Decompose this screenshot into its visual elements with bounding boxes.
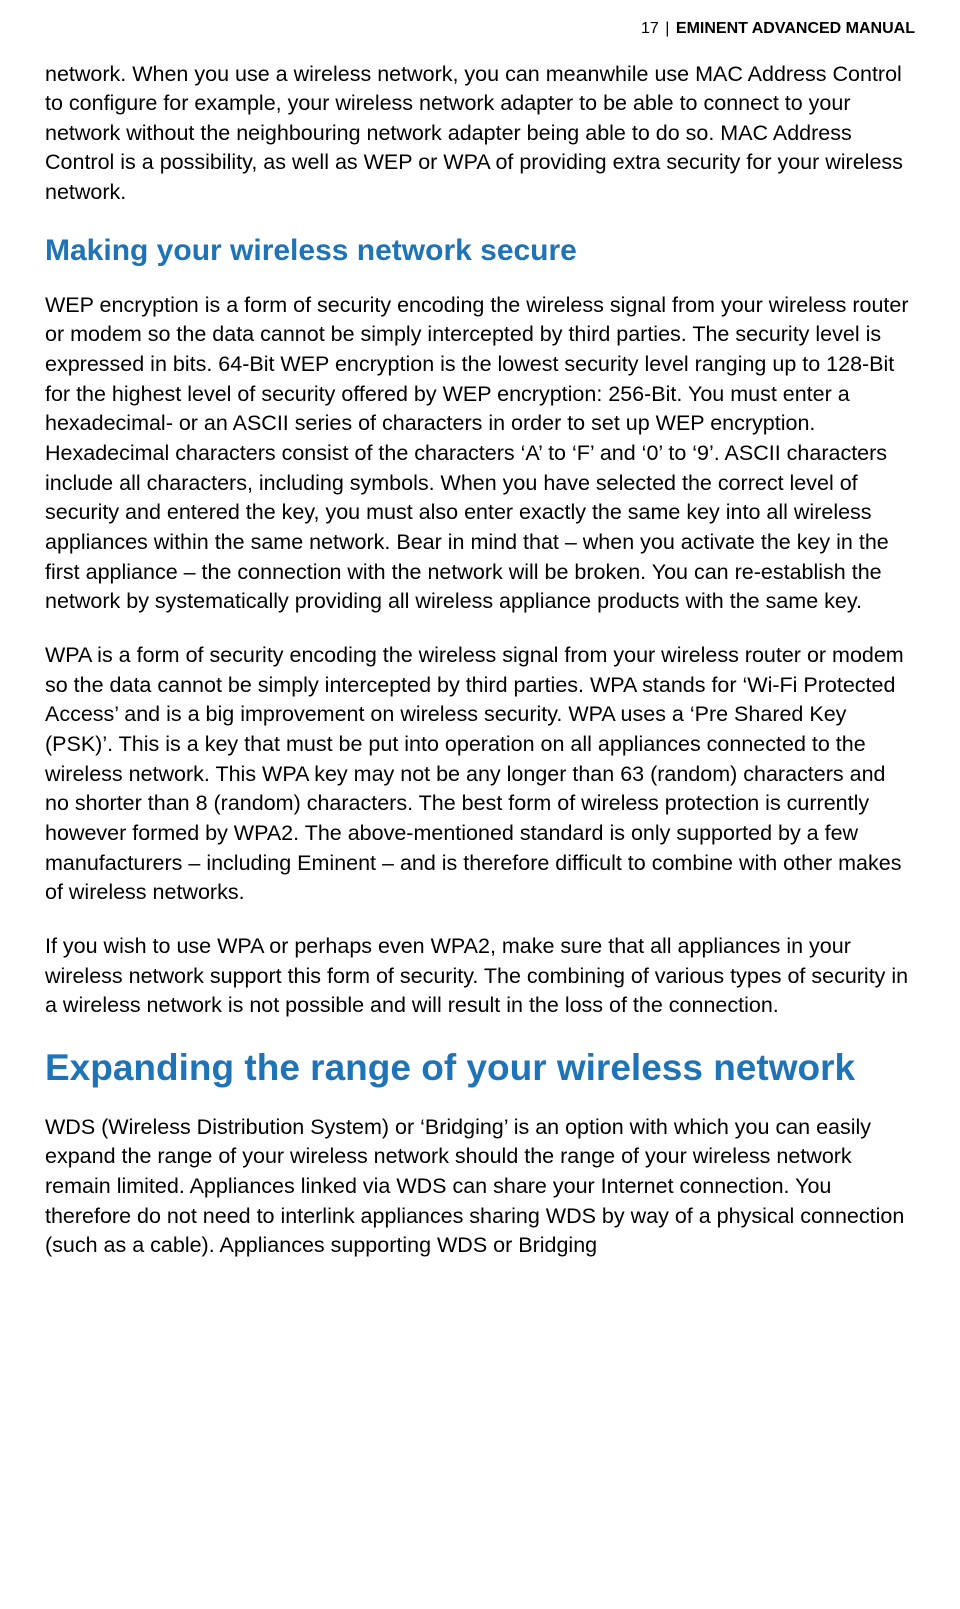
section1-paragraph-1: WEP encryption is a form of security enc… xyxy=(45,291,915,617)
header-separator: | xyxy=(665,20,669,37)
section-heading-secure-network: Making your wireless network secure xyxy=(45,232,915,270)
manual-title: EMINENT ADVANCED MANUAL xyxy=(676,20,915,37)
intro-paragraph: network. When you use a wireless network… xyxy=(45,60,915,208)
section-heading-expanding-range: Expanding the range of your wireless net… xyxy=(45,1045,915,1091)
section1-paragraph-2: WPA is a form of security encoding the w… xyxy=(45,641,915,908)
page-number: 17 xyxy=(641,20,659,37)
document-page: 17 | EMINENT ADVANCED MANUAL network. Wh… xyxy=(0,0,960,1301)
page-header: 17 | EMINENT ADVANCED MANUAL xyxy=(45,20,915,38)
section2-paragraph-1: WDS (Wireless Distribution System) or ‘B… xyxy=(45,1113,915,1261)
section1-paragraph-3: If you wish to use WPA or perhaps even W… xyxy=(45,932,915,1021)
